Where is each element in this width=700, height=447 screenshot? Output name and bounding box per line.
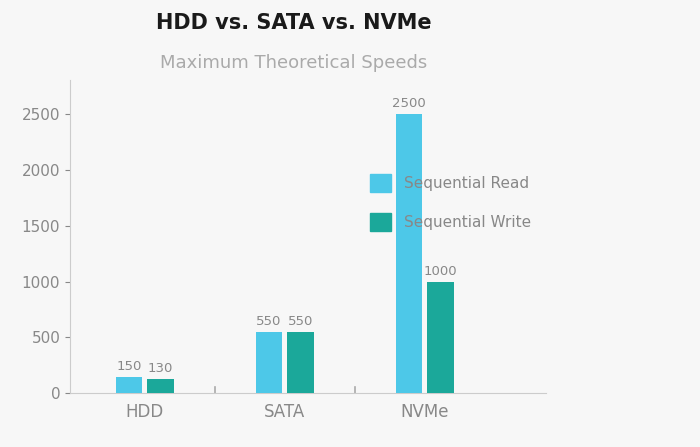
Text: 130: 130: [148, 362, 173, 375]
Bar: [428, 282, 454, 393]
Text: 150: 150: [116, 360, 141, 373]
Bar: [288, 332, 314, 393]
Bar: [395, 114, 422, 393]
Legend: Sequential Read, Sequential Write: Sequential Read, Sequential Write: [363, 166, 538, 238]
Bar: [256, 332, 282, 393]
Text: 550: 550: [288, 315, 313, 328]
Bar: [148, 379, 174, 393]
Text: HDD vs. SATA vs. NVMe: HDD vs. SATA vs. NVMe: [156, 13, 432, 34]
Text: 1000: 1000: [424, 265, 457, 278]
Text: 2500: 2500: [392, 97, 426, 110]
Bar: [116, 376, 142, 393]
Text: Maximum Theoretical Speeds: Maximum Theoretical Speeds: [160, 54, 428, 72]
Text: 550: 550: [256, 315, 281, 328]
